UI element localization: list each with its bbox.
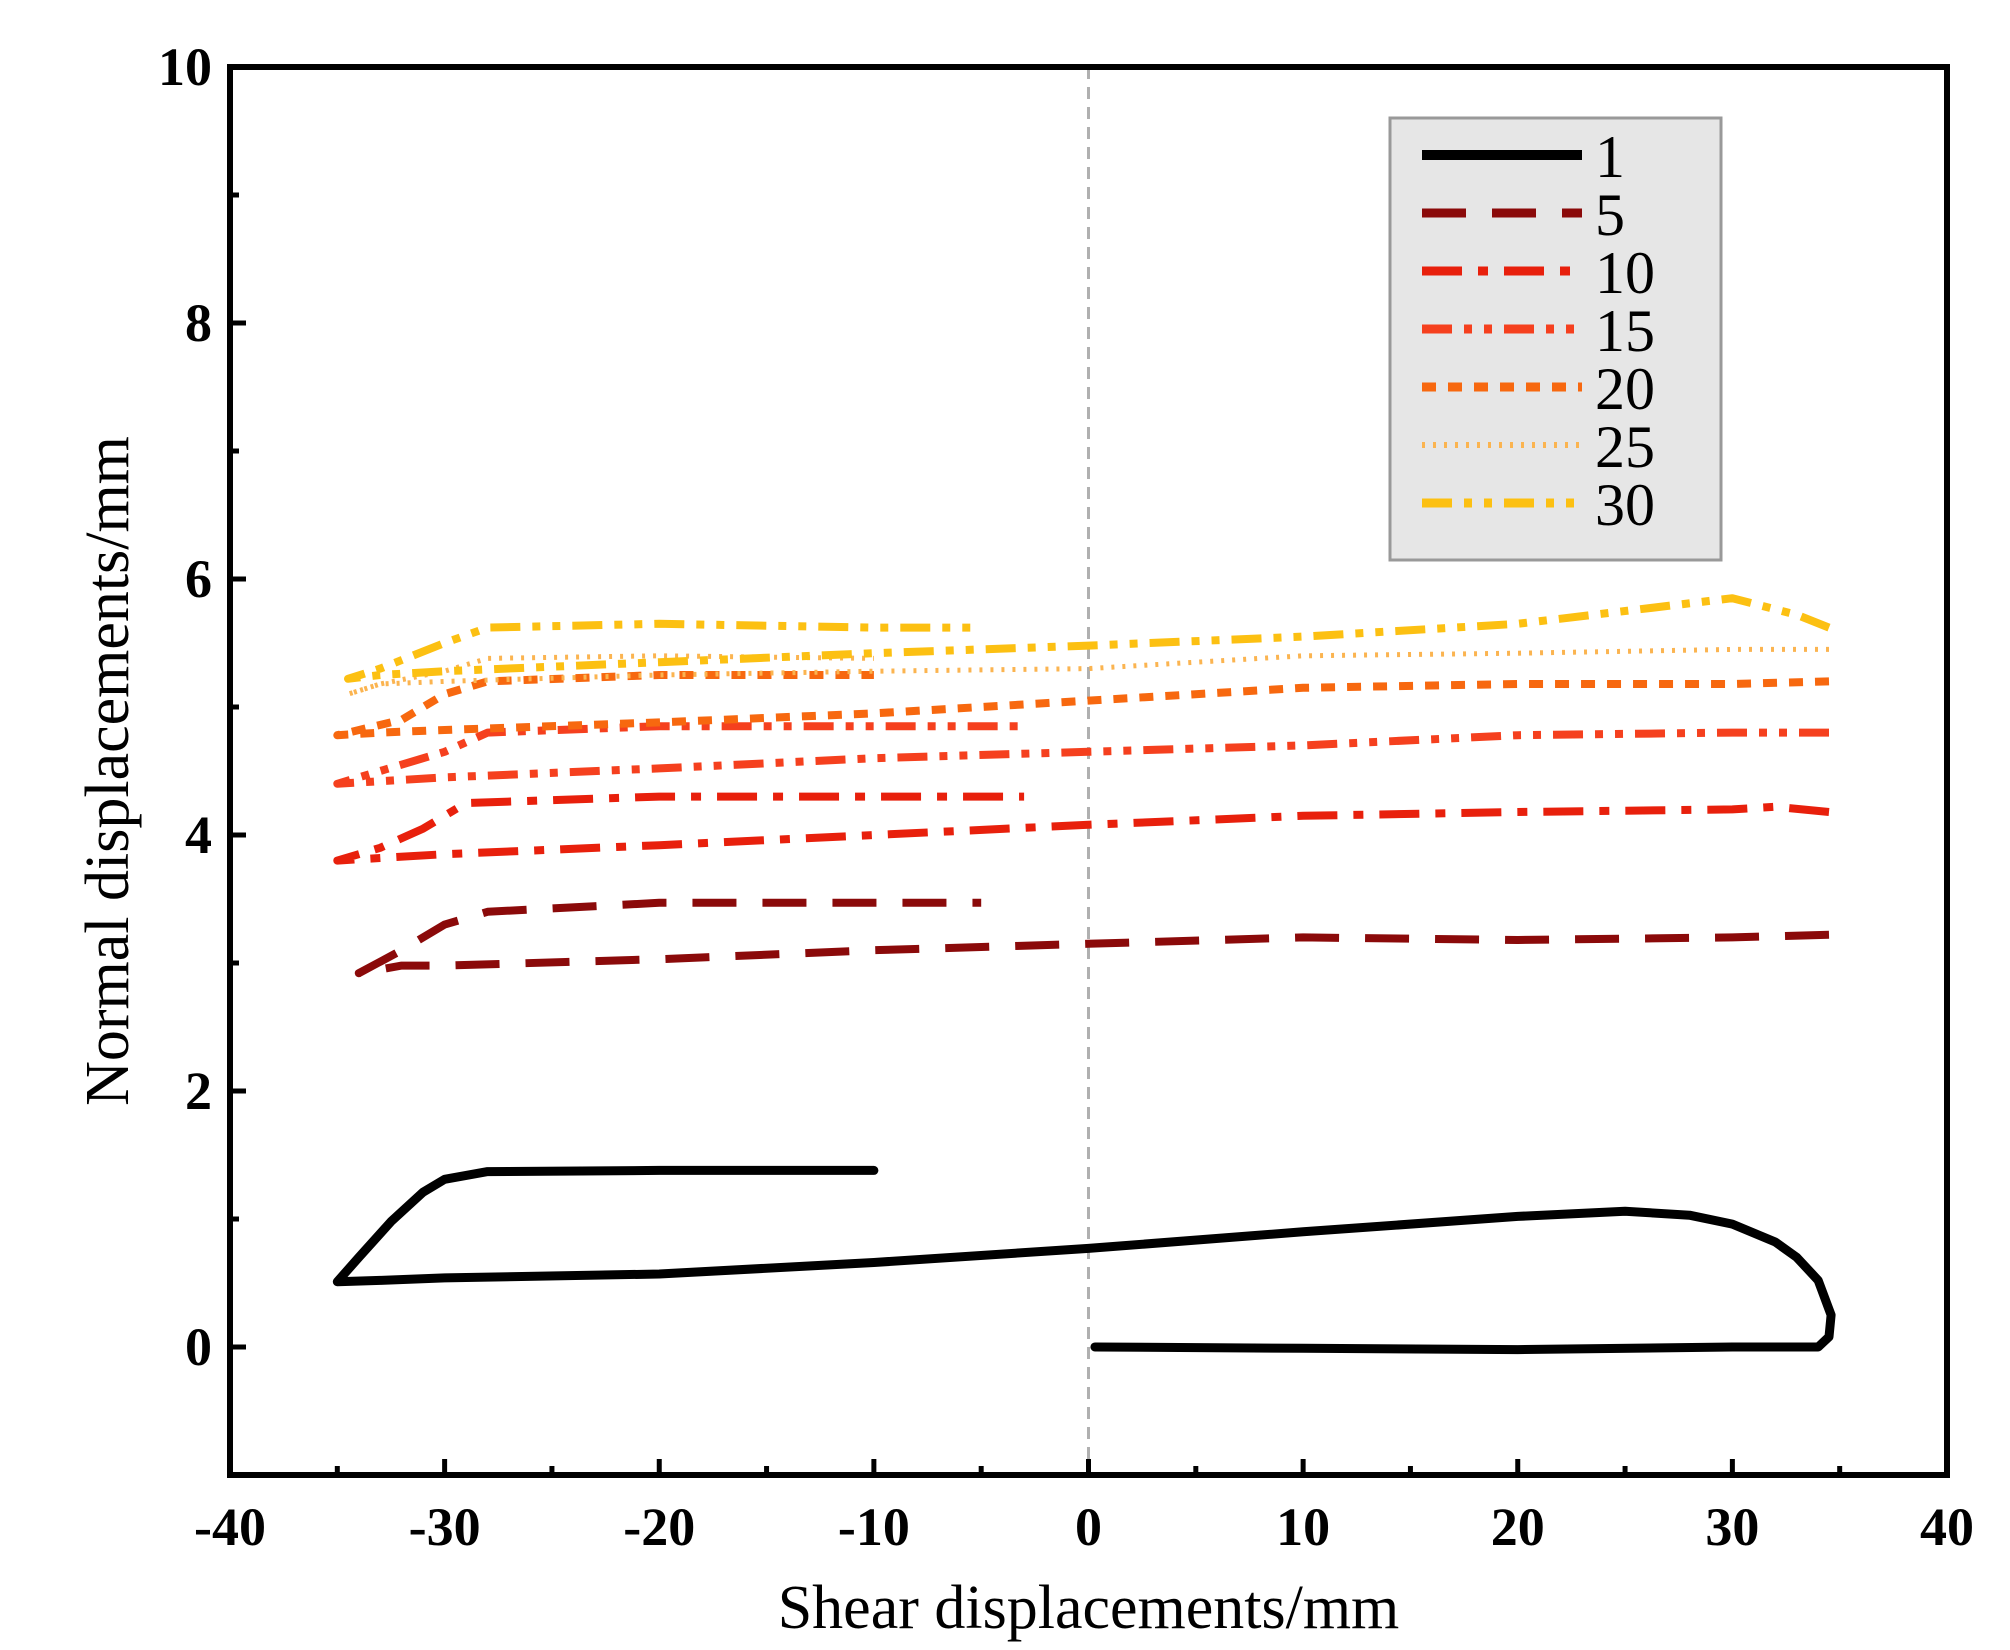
series-20-line xyxy=(333,671,1830,740)
series-1-line xyxy=(332,1165,1836,1355)
x-tick-label: -40 xyxy=(194,1497,266,1557)
x-tick-label: -10 xyxy=(838,1497,910,1557)
y-tick-label: 8 xyxy=(185,293,212,353)
legend-label-10: 10 xyxy=(1595,240,1655,306)
legend-label-25: 25 xyxy=(1595,414,1655,480)
x-tick-label: 20 xyxy=(1491,1497,1545,1557)
ticks-layer: -40 -30 -20 -10 0 10 20 30 40 0 2 4 6 8 10 xyxy=(158,37,1974,1557)
plot-frame xyxy=(227,64,1950,1478)
legend-label-1: 1 xyxy=(1595,124,1625,190)
y-axis-title: Normal displacements/mm xyxy=(74,436,142,1106)
legend-box xyxy=(1388,116,1723,562)
x-tick-label: 40 xyxy=(1920,1497,1974,1557)
y-tick-label: 2 xyxy=(185,1061,212,1121)
legend-label-30: 30 xyxy=(1595,472,1655,538)
legend-label-15: 15 xyxy=(1595,298,1655,364)
y-tick-label: 6 xyxy=(185,549,212,609)
y-tick-label: 0 xyxy=(185,1317,212,1377)
x-tick-label: 30 xyxy=(1705,1497,1759,1557)
y-tick-label: 10 xyxy=(158,37,212,97)
y-tick-label: 4 xyxy=(185,805,212,865)
x-tick-label: 10 xyxy=(1276,1497,1330,1557)
x-tick-label: -30 xyxy=(409,1497,481,1557)
legend-label-5: 5 xyxy=(1595,182,1625,248)
series-5-line xyxy=(354,898,1830,978)
series-10-line xyxy=(333,792,1830,865)
x-axis-title: Shear displacements/mm xyxy=(778,1574,1400,1642)
x-tick-label: -20 xyxy=(623,1497,695,1557)
series-layer xyxy=(332,594,1836,1355)
x-tick-label: 0 xyxy=(1075,1497,1102,1557)
legend-label-20: 20 xyxy=(1595,356,1655,422)
